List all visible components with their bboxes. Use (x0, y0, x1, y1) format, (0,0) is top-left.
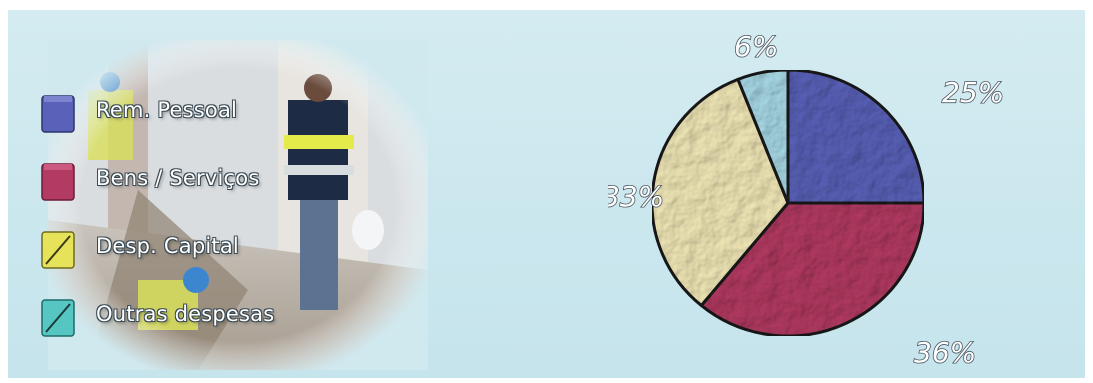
legend-item-outras-despesas: Outras despesas (40, 296, 340, 340)
legend-label: Rem. Pessoal (96, 98, 238, 122)
legend-swatch-desp-capital (41, 231, 75, 269)
pie-slice-outras-despesas (736, 68, 790, 205)
pie-slice-desp-capital (650, 77, 790, 307)
pie-slice-bens-servicos (699, 201, 926, 338)
legend-swatch-bens-servicos (41, 163, 75, 201)
legend-label: Outras despesas (96, 302, 275, 326)
legend-item-desp-capital: Desp. Capital (40, 228, 340, 272)
legend-swatch-rem-pessoal (41, 95, 75, 133)
background-photo (48, 40, 428, 370)
data-label-bens-servicos: 36% (914, 336, 976, 369)
legend-item-rem-pessoal: Rem. Pessoal (40, 92, 340, 136)
data-label-desp-capital: 33% (608, 180, 664, 213)
data-label-outras-despesas: 6% (734, 30, 778, 63)
legend-label: Desp. Capital (96, 234, 239, 258)
legend-swatch-outras-despesas (41, 299, 75, 337)
pie-slice-rem-pessoal (786, 68, 926, 205)
pie-chart: 25% 36% 33% 6% (608, 29, 1005, 370)
data-label-rem-pessoal: 25% (942, 76, 1004, 109)
legend-item-bens-servicos: Bens / Serviços (40, 160, 340, 204)
chart-panel: Rem. Pessoal Bens / Serviços Desp. Capit… (8, 10, 1085, 378)
legend-label: Bens / Serviços (96, 166, 260, 190)
